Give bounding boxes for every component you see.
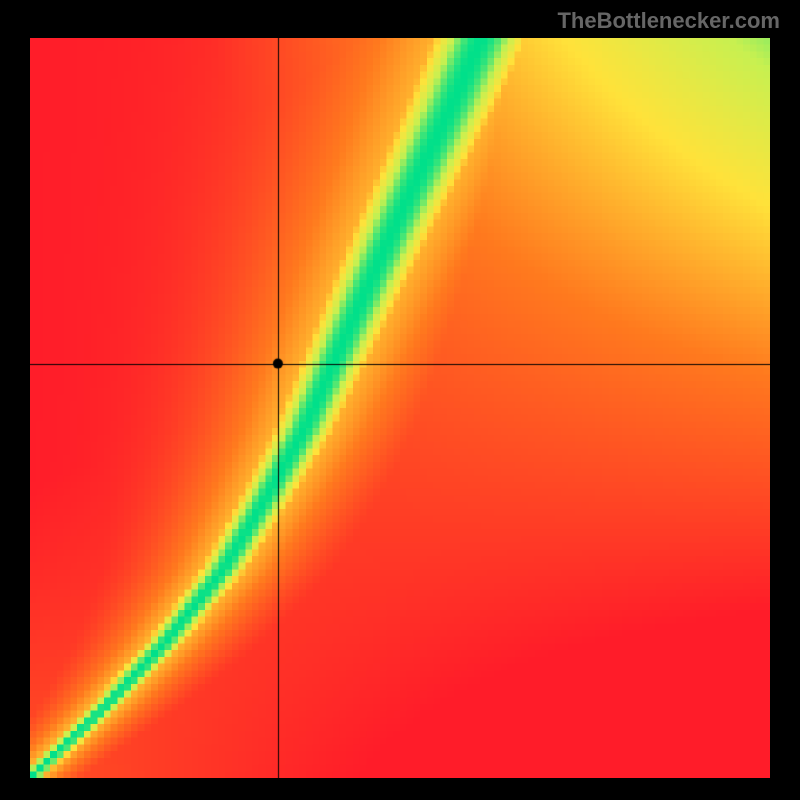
crosshair-overlay (30, 38, 770, 778)
heatmap-plot (30, 38, 770, 778)
chart-container: TheBottlenecker.com (0, 0, 800, 800)
watermark-text: TheBottlenecker.com (557, 8, 780, 34)
